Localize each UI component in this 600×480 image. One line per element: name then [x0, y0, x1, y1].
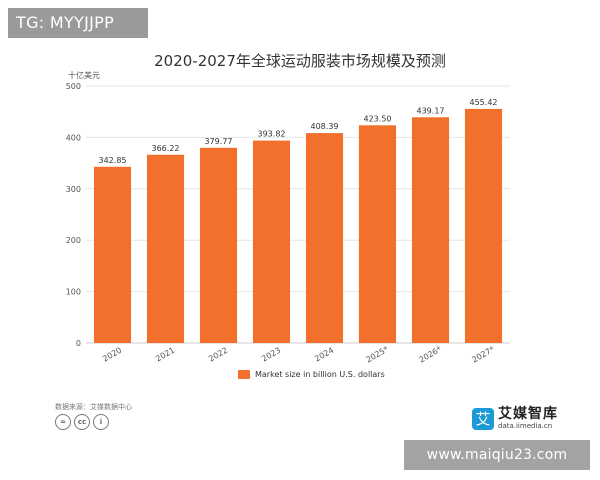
y-tick-label: 400	[66, 133, 81, 142]
bar	[305, 133, 344, 343]
license-icons: = cc i	[55, 414, 109, 430]
creative-commons-icon: cc	[74, 414, 90, 430]
brand-logo-icon: 艾	[472, 407, 494, 430]
y-tick-label: 0	[76, 339, 81, 348]
bar	[358, 125, 397, 343]
data-label: 455.42	[470, 98, 498, 107]
bar	[146, 154, 185, 343]
x-tick-label: 2022	[207, 346, 229, 364]
data-label: 379.77	[205, 137, 233, 146]
chart-title: 2020-2027年全球运动服装市场规模及预测	[154, 52, 446, 70]
brand-name: 艾媒智库	[498, 406, 558, 422]
x-tick-label: 2021	[154, 346, 176, 364]
legend-swatch	[238, 370, 250, 379]
x-tick-label: 2020	[101, 346, 123, 364]
attribution-icon: i	[93, 414, 109, 430]
bar	[464, 108, 503, 343]
data-label: 393.82	[258, 130, 286, 139]
x-tick-label: 2023	[260, 346, 282, 364]
bar	[411, 117, 450, 343]
chart-legend: Market size in billion U.S. dollars	[238, 370, 385, 379]
brand-logo-block: 艾 艾媒智库 data.iimedia.cn	[472, 406, 558, 431]
x-tick-label: 2024	[313, 346, 335, 364]
x-tick-label: 2026*	[417, 345, 443, 365]
data-label: 439.17	[417, 106, 445, 115]
data-label: 342.85	[99, 156, 127, 165]
y-tick-label: 200	[66, 236, 81, 245]
y-tick-label: 300	[66, 185, 81, 194]
bar	[252, 140, 291, 343]
brand-url: data.iimedia.cn	[498, 422, 553, 430]
y-axis-unit-label: 十亿美元	[68, 71, 100, 80]
no-derivatives-icon: =	[55, 414, 71, 430]
watermark-url: www.maiqiu23.com	[404, 440, 590, 470]
x-tick-label: 2027*	[470, 345, 496, 365]
x-tick-label: 2025*	[364, 345, 390, 365]
data-label: 423.50	[364, 114, 392, 123]
bar	[199, 147, 238, 343]
tg-label: TG: MYYJJPP	[8, 8, 148, 38]
y-tick-label: 500	[66, 82, 81, 91]
legend-label: Market size in billion U.S. dollars	[255, 370, 385, 379]
bar	[93, 166, 132, 343]
data-label: 366.22	[152, 144, 180, 153]
y-tick-label: 100	[66, 288, 81, 297]
data-source: 数据来源：艾媒数据中心	[55, 403, 132, 411]
data-label: 408.39	[311, 122, 339, 131]
